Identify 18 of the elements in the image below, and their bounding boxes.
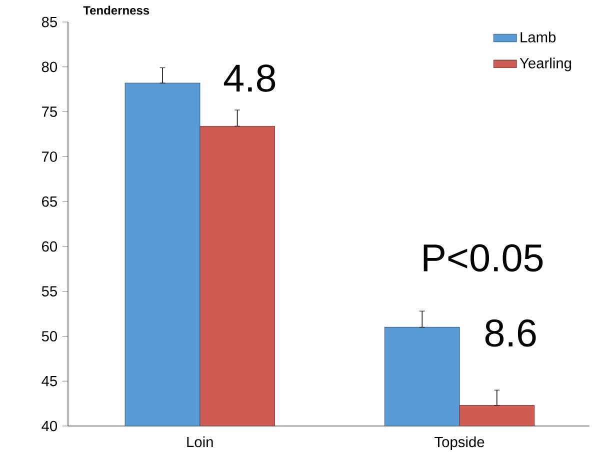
legend-label: Lamb bbox=[520, 31, 556, 42]
y-tick-label: 65 bbox=[42, 196, 57, 207]
y-tick-label: 55 bbox=[42, 286, 57, 296]
x-tick-label: Loin bbox=[187, 436, 213, 448]
annotation: 4.8 bbox=[224, 64, 276, 92]
chart-title: Tenderness bbox=[83, 6, 150, 14]
y-tick-label: 45 bbox=[42, 376, 57, 386]
y-tick-label: 80 bbox=[42, 62, 58, 72]
x-tick-label: Topside bbox=[434, 436, 484, 450]
y-tick-label: 70 bbox=[42, 151, 58, 162]
y-tick-label: 75 bbox=[42, 106, 57, 117]
y-tick-label: 85 bbox=[42, 16, 57, 28]
y-tick-label: 50 bbox=[42, 330, 58, 342]
y-tick-label: 40 bbox=[42, 420, 58, 432]
legend-label: Yearling bbox=[520, 57, 572, 72]
annotation: 8.6 bbox=[485, 319, 536, 347]
annotation: P<0.05 bbox=[424, 244, 543, 272]
y-tick-label: 60 bbox=[42, 241, 58, 252]
